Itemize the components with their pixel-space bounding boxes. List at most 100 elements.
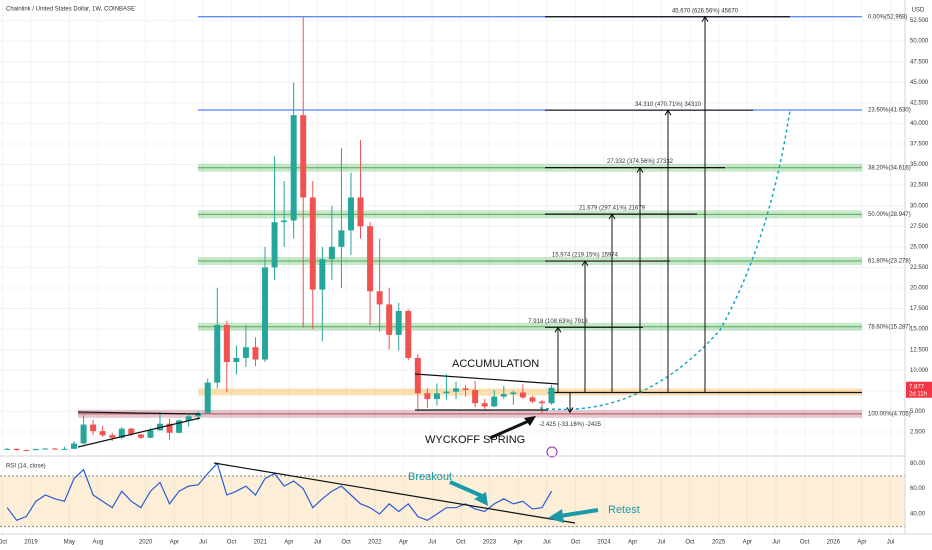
- x-tick-label: Oct: [800, 540, 810, 546]
- candle-body: [147, 430, 154, 438]
- y-tick-label: 45.000: [910, 80, 929, 86]
- candle-body: [80, 424, 87, 444]
- x-tick-label: May: [64, 540, 75, 546]
- candle-body: [405, 311, 412, 358]
- x-tick-label: 2021: [254, 540, 268, 546]
- measure-label: 45.670 (626.56%) 45670: [672, 8, 739, 14]
- candle-body: [71, 443, 78, 449]
- x-tick-label: Jul: [772, 540, 780, 546]
- x-tick-label: Apr: [857, 540, 866, 546]
- y-tick-label: 40.000: [910, 121, 929, 127]
- x-tick-label: 2026: [827, 540, 841, 546]
- drawings: [0, 15, 905, 458]
- y-tick-label: 12.500: [910, 347, 929, 353]
- candle-body: [118, 428, 125, 438]
- rsi-title: RSI (14, close): [6, 464, 46, 470]
- candle-body: [376, 291, 383, 305]
- x-tick-label: Jul: [658, 540, 666, 546]
- x-tick-label: Aug: [93, 540, 104, 546]
- candle-body: [472, 390, 479, 404]
- x-tick-label: Apr: [513, 540, 522, 546]
- trend-line: [77, 417, 201, 448]
- trend-line: [213, 462, 576, 524]
- x-tick-label: Oct: [342, 540, 352, 546]
- measure-label: 15.974 (219.15%) 15974: [552, 253, 619, 259]
- annotation: Retest: [608, 504, 640, 516]
- candle-body: [357, 197, 364, 227]
- y-tick-label: 47.500: [910, 59, 929, 65]
- trend-line: [77, 411, 201, 415]
- candle-body: [281, 220, 288, 223]
- measure-label: 21.679 (297.41%) 21679: [579, 206, 646, 212]
- candle-body: [519, 392, 526, 398]
- y-tick-label: 25.000: [910, 244, 929, 250]
- y-tick-label: 2.500: [910, 430, 926, 436]
- candle-body: [32, 449, 39, 451]
- x-tick-label: Jul: [314, 540, 322, 546]
- annotation: Breakout: [408, 471, 452, 483]
- candle-body: [195, 413, 202, 417]
- y-tick-label: 32.500: [910, 183, 929, 189]
- candle-body: [214, 325, 221, 383]
- y-tick-label: 37.500: [910, 142, 929, 148]
- y-tick-label: 52.500: [910, 18, 929, 24]
- candle-body: [548, 387, 555, 404]
- level-label: 78.60%(15.287): [868, 324, 911, 330]
- arrow: [449, 480, 483, 498]
- base-band: [198, 388, 862, 396]
- x-tick-label: Oct: [0, 540, 7, 546]
- y-tick-label: 10.000: [910, 368, 929, 374]
- measure-label: 27.332 (374.56%) 27332: [607, 159, 674, 165]
- candle-body: [462, 388, 469, 390]
- x-tick-label: Oct: [685, 540, 695, 546]
- x-tick-label: Jul: [199, 540, 207, 546]
- rsi-line: [6, 462, 553, 522]
- level-label: 61.80%(23.278): [868, 259, 911, 265]
- candle-body: [309, 197, 316, 290]
- x-tick-label: 2019: [24, 540, 38, 546]
- x-tick-label: Apr: [743, 540, 752, 546]
- x-tick-label: 2023: [483, 540, 497, 546]
- candle-body: [166, 423, 173, 433]
- candle-body: [481, 403, 488, 407]
- rsi-tick-label: 40.00: [910, 512, 926, 518]
- grid: [0, 0, 905, 534]
- y-tick-label: 50.000: [910, 39, 929, 45]
- y-tick-label: 42.500: [910, 100, 929, 106]
- level-label: 0.00%(52.968): [868, 14, 907, 20]
- candle-body: [290, 115, 297, 221]
- x-tick-label: Jul: [887, 540, 895, 546]
- measure-label: 7.918 (108.63%) 7918: [528, 319, 588, 325]
- x-tick-label: 2022: [368, 540, 382, 546]
- candle-body: [424, 393, 431, 400]
- candle-body: [338, 230, 345, 247]
- y-tick-label: 35.000: [910, 162, 929, 168]
- x-tick-label: Oct: [456, 540, 466, 546]
- measure-label: 34.310 (470.71%) 34310: [635, 102, 702, 108]
- candle-body: [538, 401, 545, 404]
- candle-body: [204, 382, 211, 414]
- candle-body: [51, 448, 58, 450]
- price-tag-countdown: 2d 11h: [909, 391, 927, 397]
- candle-body: [176, 420, 183, 433]
- level-label: 38.20%(34.616): [868, 165, 911, 171]
- level-label: 23.60%(41.630): [868, 108, 911, 114]
- arrow: [489, 418, 532, 440]
- x-tick-label: Oct: [227, 540, 237, 546]
- candle-body: [367, 226, 374, 292]
- candle-body: [109, 435, 116, 438]
- x-tick-label: 2025: [712, 540, 726, 546]
- candle-body: [529, 397, 536, 402]
- candle-body: [4, 448, 11, 450]
- price-tag: [906, 381, 932, 398]
- levels: [78, 16, 862, 418]
- candle-body: [185, 416, 192, 421]
- arrow-head: [548, 509, 564, 523]
- rsi-tick-label: 60.00: [910, 486, 926, 492]
- candle-body: [61, 448, 68, 450]
- x-tick-label: Oct: [571, 540, 581, 546]
- price-tag-value: 7.877: [909, 384, 925, 390]
- candle-body: [90, 424, 97, 432]
- trend-line: [414, 373, 559, 385]
